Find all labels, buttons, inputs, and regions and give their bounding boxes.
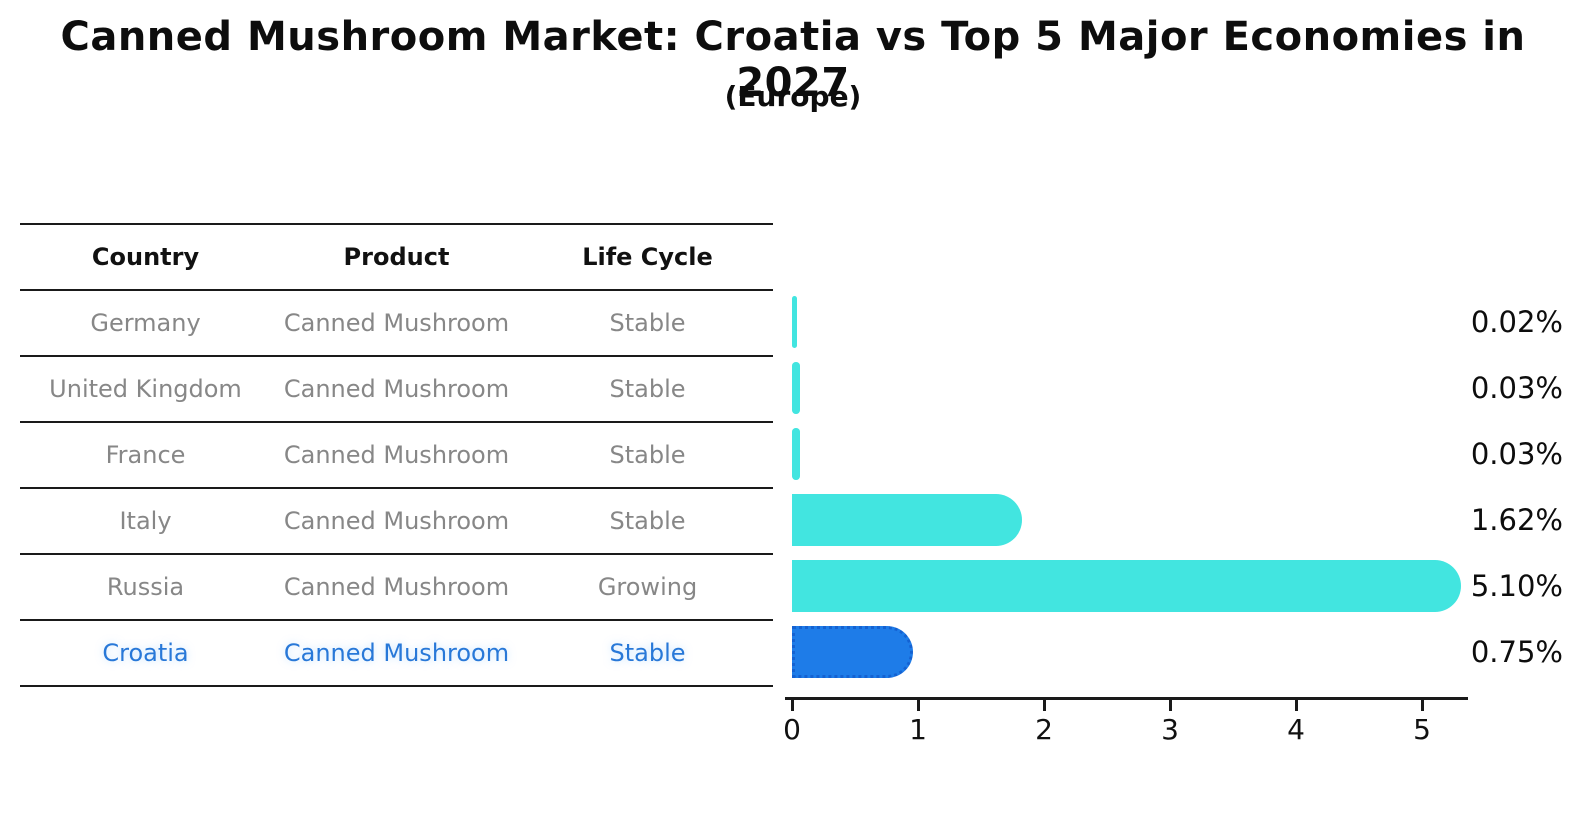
value-label: 0.03% [1470, 371, 1563, 405]
bar-united-kingdom [792, 362, 800, 414]
column-header-country: Country [91, 243, 200, 271]
bar-russia [792, 560, 1461, 612]
table-cell-product: Canned Mushroom [283, 639, 510, 667]
table-row: United Kingdom Canned Mushroom Stable [20, 357, 773, 423]
value-label: 0.02% [1470, 305, 1563, 339]
chart-subtitle: (Europe) [724, 80, 862, 113]
table-cell-product: Canned Mushroom [283, 573, 510, 601]
table-cell-product: Canned Mushroom [283, 441, 510, 469]
bar-france [792, 428, 800, 480]
table-cell-life-cycle: Stable [609, 441, 686, 469]
x-axis-tick-label: 3 [1161, 713, 1179, 746]
x-axis-tick [1168, 700, 1172, 711]
table-cell-country: Croatia [102, 639, 189, 667]
x-axis-tick [1294, 700, 1298, 711]
x-axis-line [785, 697, 1468, 700]
x-axis-tick-label: 0 [783, 713, 801, 746]
table-cell-country: France [105, 441, 186, 469]
table-row: France Canned Mushroom Stable [20, 423, 773, 489]
table-cell-product: Canned Mushroom [283, 309, 510, 337]
bar-croatia [792, 626, 913, 678]
chart-title: Canned Mushroom Market: Croatia vs Top 5… [60, 14, 1526, 106]
value-label: 5.10% [1470, 569, 1563, 603]
table-cell-life-cycle: Stable [609, 309, 686, 337]
table-cell-life-cycle: Growing [597, 573, 698, 601]
table-row: Italy Canned Mushroom Stable [20, 489, 773, 555]
x-axis-tick [1042, 700, 1046, 711]
x-axis-tick [790, 700, 794, 711]
table-row: Russia Canned Mushroom Growing [20, 555, 773, 621]
table-cell-country: Italy [119, 507, 172, 535]
x-axis-tick-label: 5 [1413, 713, 1431, 746]
bar-italy [792, 494, 1023, 546]
x-axis-tick [916, 700, 920, 711]
value-label: 0.03% [1470, 437, 1563, 471]
table-cell-country: United Kingdom [49, 375, 242, 403]
x-axis-tick-label: 2 [1035, 713, 1053, 746]
table-cell-life-cycle: Stable [609, 375, 686, 403]
x-axis-tick [1420, 700, 1424, 711]
table-cell-product: Canned Mushroom [283, 375, 510, 403]
country-table: Country Product Life Cycle Germany Canned… [20, 223, 773, 687]
column-header-product: Product [343, 243, 450, 271]
table-row: Germany Canned Mushroom Stable [20, 291, 773, 357]
bar-germany [792, 296, 798, 348]
table-header-row: Country Product Life Cycle [20, 225, 773, 291]
table-row: Croatia Canned Mushroom Stable [20, 621, 773, 687]
table-cell-life-cycle: Stable [609, 507, 686, 535]
value-label: 1.62% [1470, 503, 1563, 537]
x-axis-tick-label: 4 [1287, 713, 1305, 746]
table-cell-country: Russia [106, 573, 185, 601]
table-cell-country: Germany [90, 309, 201, 337]
x-axis-tick-label: 1 [909, 713, 927, 746]
table-cell-life-cycle: Stable [609, 639, 686, 667]
column-header-life-cycle: Life Cycle [582, 243, 713, 271]
value-label: 0.75% [1470, 635, 1563, 669]
table-cell-product: Canned Mushroom [283, 507, 510, 535]
